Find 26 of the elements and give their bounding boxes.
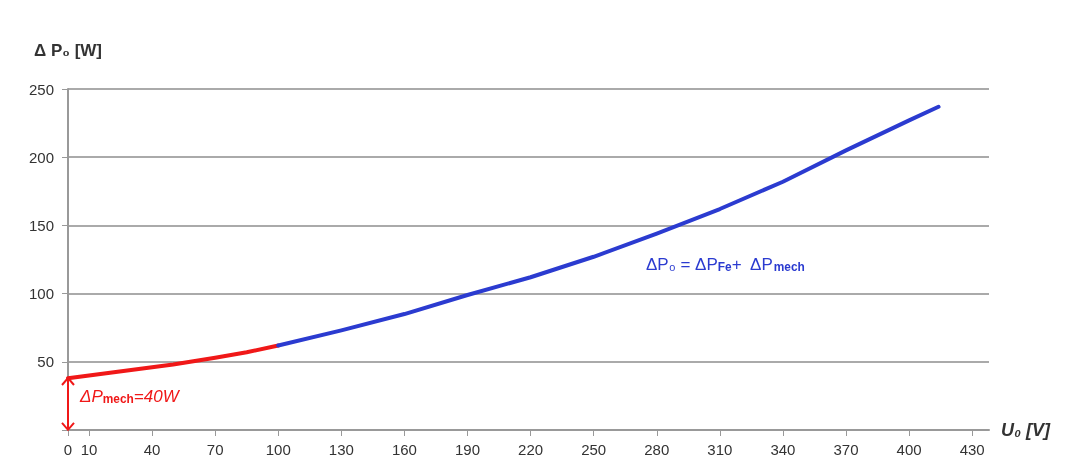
x-tick-label: 340 [770,441,796,458]
x-tick-label: 190 [455,441,481,458]
y-tick-label: 250 [28,80,54,98]
x-tick-label: 250 [581,441,607,458]
x-tick-label: 70 [206,441,224,458]
x-tick-label: 310 [707,441,733,458]
y-axis-title: Δ P₀ [W] [33,41,103,60]
x-tick-label: 400 [896,441,922,458]
y-tick-label: 150 [28,216,54,234]
x-tick-label: 130 [328,441,354,458]
x-tick-label: 160 [391,441,417,458]
x-tick-label: 370 [833,441,859,458]
x-tick-label: 280 [644,441,670,458]
line-series [276,104,941,348]
x-tick-label: 40 [143,441,161,458]
y-tick-label: 50 [37,353,54,371]
annotation: ΔP₀ = ΔPFe+ ΔPmech [646,255,805,275]
x-tick-label: 220 [518,441,544,458]
annotation: ΔPmech=40W [79,387,181,407]
x-tick-label: 430 [959,441,985,458]
x-tick-label: 100 [265,441,291,458]
x-axis-title: U₀ [V] [1001,420,1052,440]
y-tick-label: 100 [28,285,54,303]
x-tick-label: 10 [80,441,98,458]
x-tick-label: 0 [63,441,73,458]
y-tick-label: 200 [28,148,54,166]
